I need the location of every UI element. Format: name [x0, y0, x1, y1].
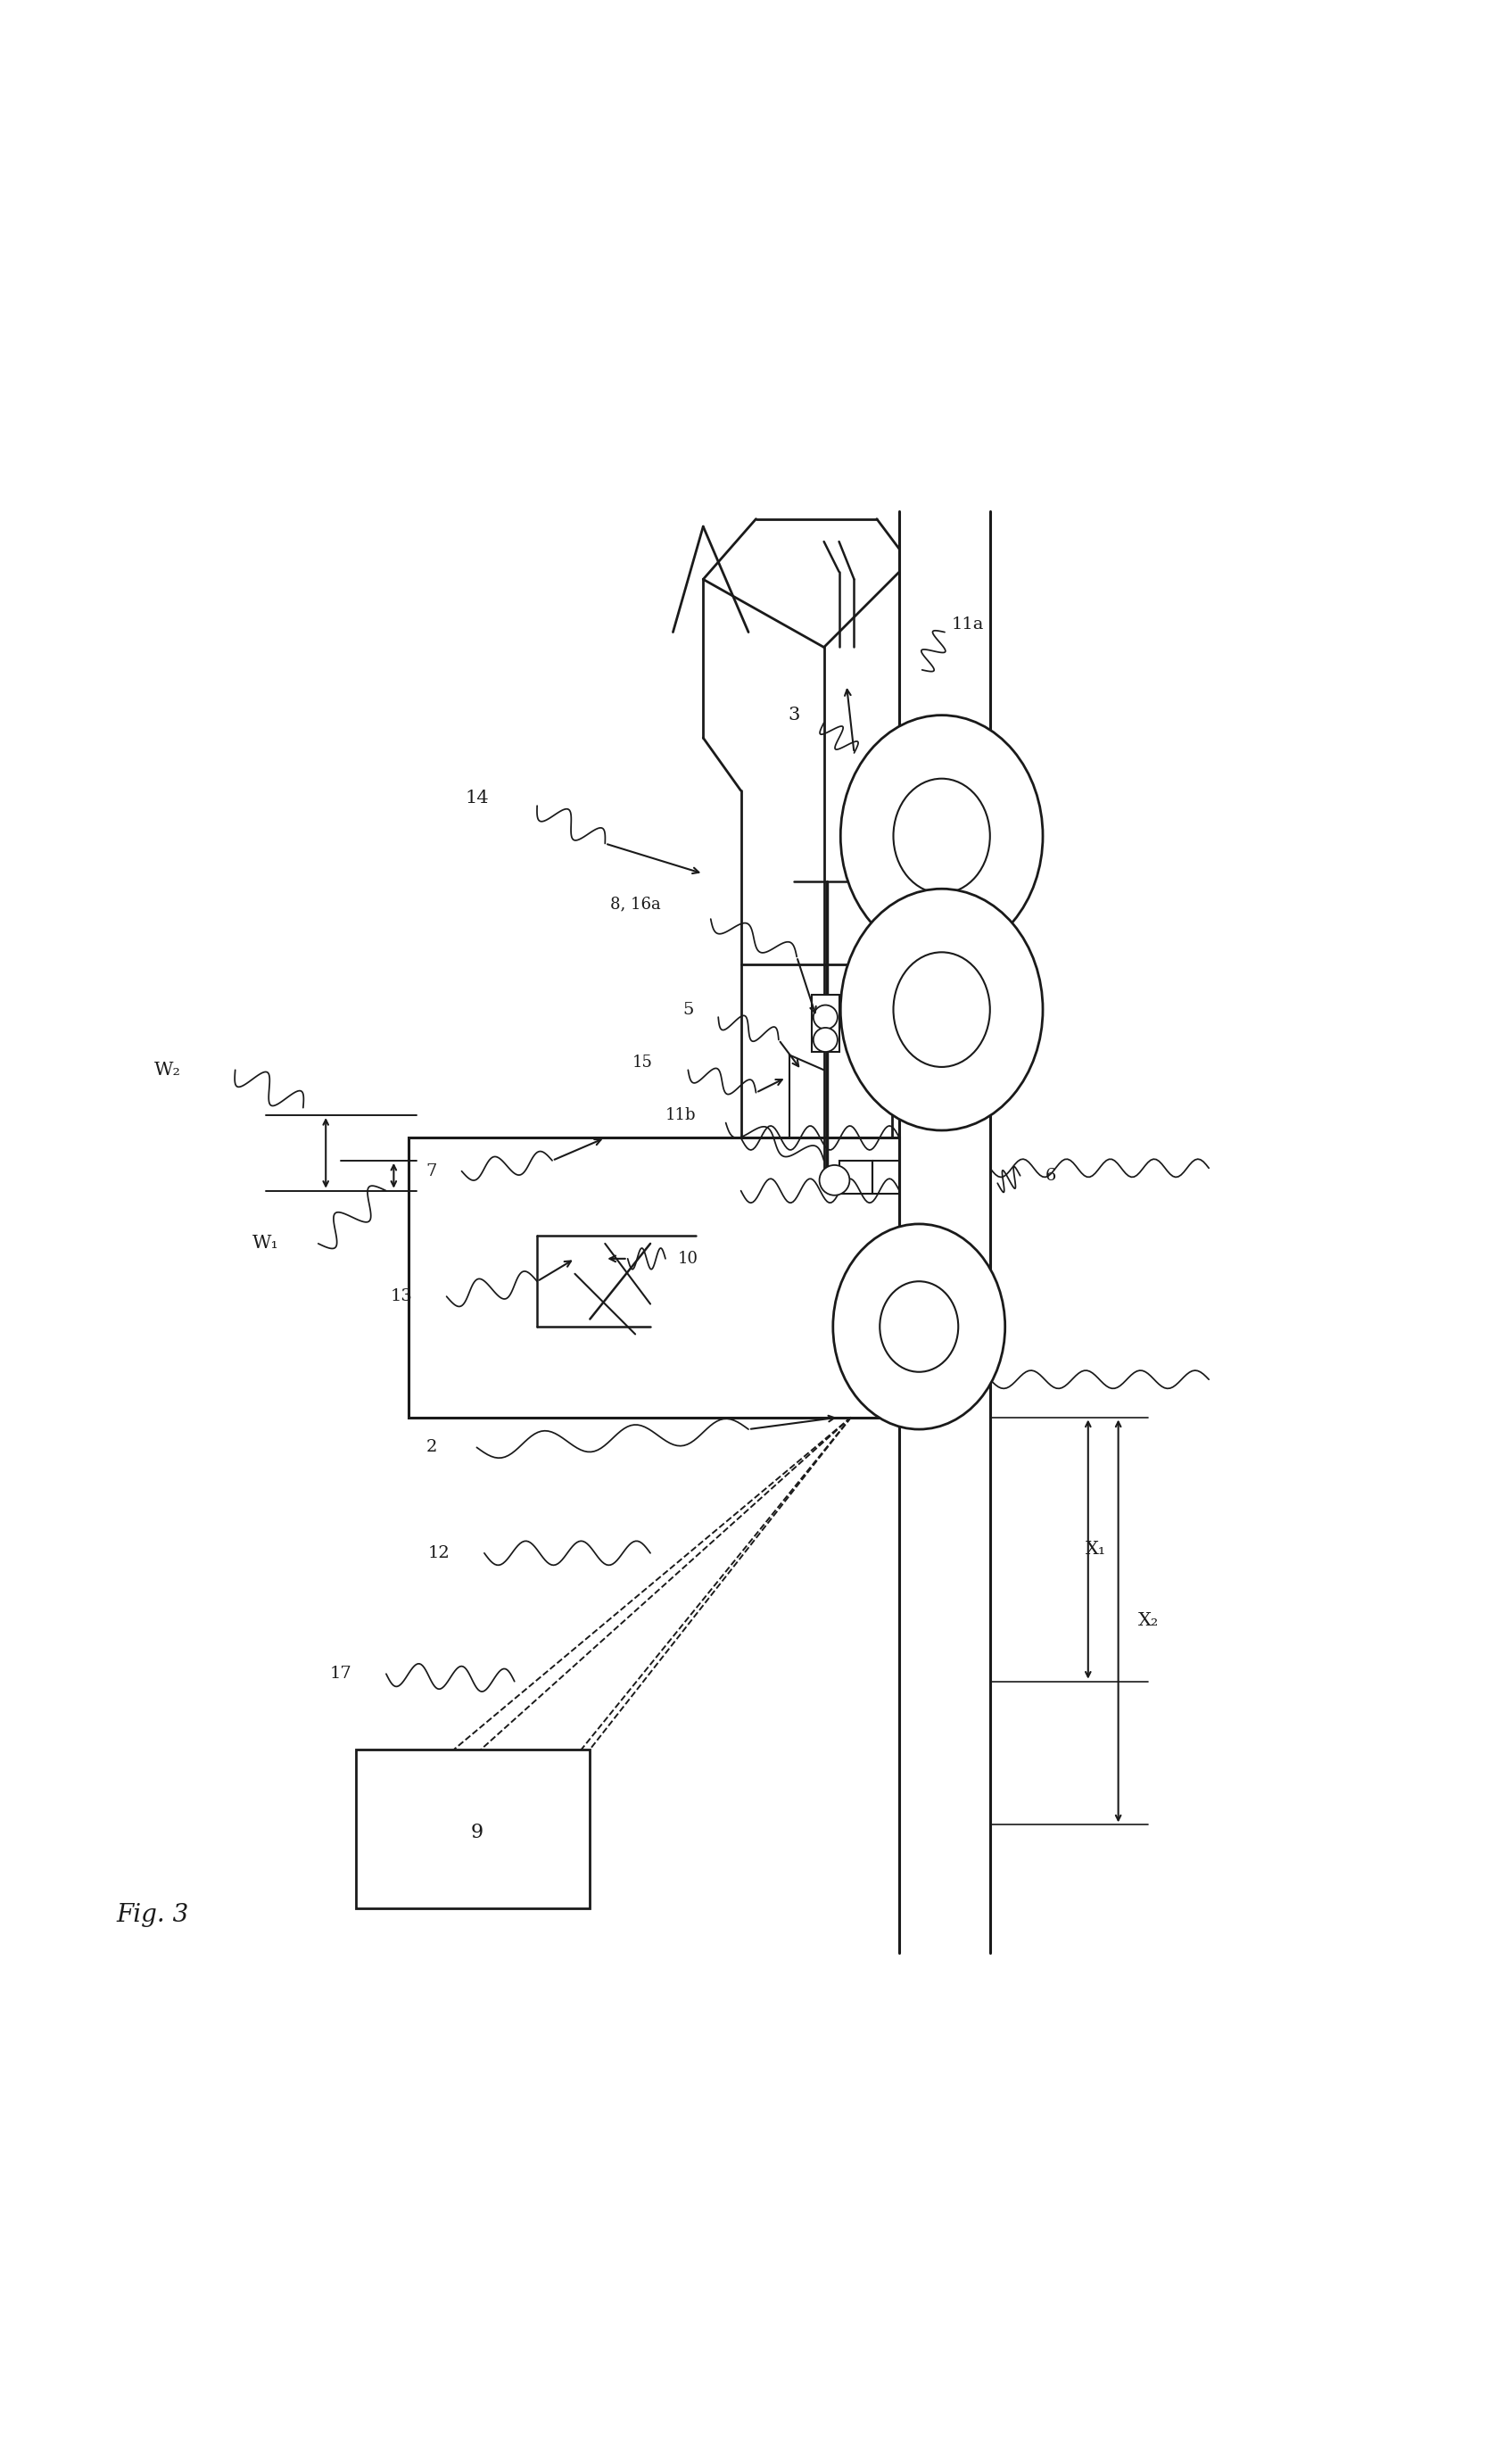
Text: 14: 14 [464, 789, 488, 806]
Text: 8, 16a: 8, 16a [609, 897, 661, 912]
Text: 5: 5 [682, 1002, 694, 1017]
Text: 12: 12 [428, 1545, 451, 1560]
Text: 3: 3 [788, 708, 800, 725]
Text: Fig. 3: Fig. 3 [116, 1904, 189, 1926]
Bar [408, 1138, 900, 1418]
Text: 11a: 11a [951, 617, 984, 631]
Bar [355, 1749, 590, 1909]
Text: 13: 13 [390, 1287, 413, 1305]
Ellipse shape [820, 1165, 850, 1194]
Ellipse shape [894, 779, 990, 894]
Text: 15: 15 [632, 1054, 653, 1071]
Ellipse shape [841, 715, 1043, 956]
Ellipse shape [841, 889, 1043, 1130]
Text: X₁: X₁ [1086, 1541, 1105, 1558]
Text: 9: 9 [470, 1823, 482, 1843]
Text: W₂: W₂ [154, 1061, 180, 1079]
Text: W₁: W₁ [253, 1236, 278, 1253]
Ellipse shape [813, 1027, 838, 1052]
Text: 17: 17 [330, 1666, 352, 1683]
Text: 10: 10 [677, 1251, 699, 1268]
Ellipse shape [894, 953, 990, 1066]
Text: 6: 6 [1045, 1167, 1055, 1184]
Bar [839, 1160, 872, 1194]
Bar [812, 995, 839, 1052]
Ellipse shape [813, 1005, 838, 1029]
Ellipse shape [880, 1283, 959, 1371]
Text: X₂: X₂ [1139, 1612, 1158, 1629]
Text: 11b: 11b [665, 1108, 696, 1123]
Ellipse shape [833, 1224, 1005, 1430]
Text: 7: 7 [426, 1162, 437, 1179]
Text: 2: 2 [426, 1440, 437, 1455]
